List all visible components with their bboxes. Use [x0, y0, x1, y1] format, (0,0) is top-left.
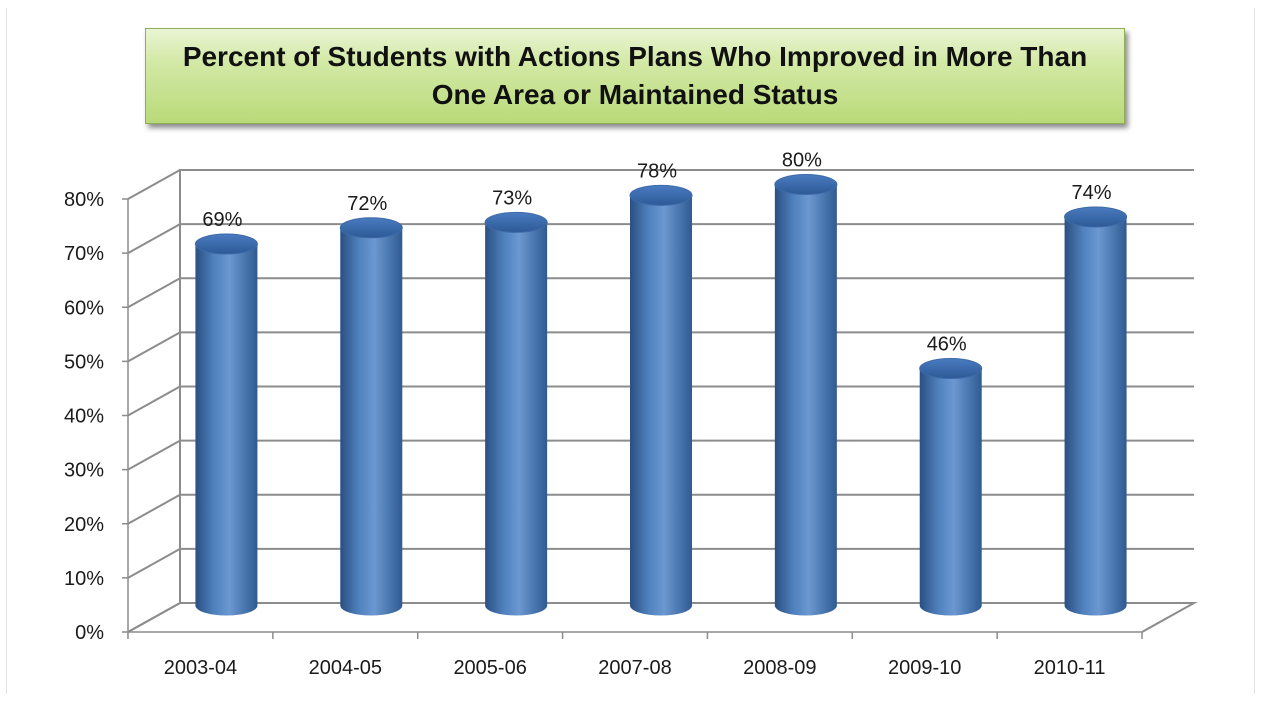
bar-body: [340, 227, 403, 616]
data-label: 73%: [492, 187, 532, 209]
y-tick-label: 70%: [64, 243, 104, 265]
bar-cap: [629, 184, 693, 206]
y-tick-label: 10%: [64, 568, 104, 590]
y-tick-label: 40%: [64, 406, 104, 428]
bar-cap: [919, 358, 983, 380]
data-label: 80%: [782, 150, 822, 172]
y-axis-ticks: 0% 10% 20% 30% 40% 50% 60% 70% 80%: [64, 189, 128, 644]
y-tick-label: 20%: [64, 514, 104, 536]
y-tick-label: 50%: [64, 351, 104, 373]
gridline: [127, 493, 1194, 525]
gridline: [127, 331, 1194, 363]
bar: [484, 211, 548, 616]
x-tick-label: 2008-09: [743, 657, 816, 679]
x-tick-label: 2009-10: [888, 657, 961, 679]
data-labels: 69% 72% 73% 78% 80% 46% 74%: [202, 150, 1111, 356]
gridline: [127, 602, 1194, 633]
bar-body: [1064, 216, 1127, 616]
gridline: [127, 223, 1194, 254]
y-tick-label: 30%: [64, 460, 104, 482]
bar-body: [630, 195, 692, 616]
x-tick-label: 2007-08: [598, 657, 671, 679]
gridline: [127, 439, 1194, 471]
bar-body: [774, 184, 837, 616]
bars: [194, 174, 1128, 616]
data-label: 72%: [347, 193, 387, 215]
bar: [1064, 206, 1128, 616]
gridline: [127, 169, 1194, 200]
gridline: [127, 277, 1194, 309]
bar: [194, 233, 258, 616]
bar: [774, 174, 838, 616]
chart-title: Percent of Students with Actions Plans W…: [182, 41, 1088, 110]
bar: [629, 184, 693, 616]
bar-cap: [1064, 206, 1128, 228]
bar-cap: [774, 174, 838, 195]
data-label: 74%: [1072, 182, 1112, 204]
bar-cap: [194, 233, 258, 255]
data-label: 69%: [202, 209, 242, 231]
bar-body: [485, 222, 548, 616]
bar-body: [919, 368, 982, 616]
y-tick-label: 80%: [64, 189, 104, 211]
x-tick-label: 2005-06: [453, 657, 526, 679]
chart-frame: [6, 8, 1255, 694]
bar: [339, 217, 403, 616]
bar-cap: [484, 211, 548, 233]
bar-cap: [339, 217, 403, 239]
bar: [919, 358, 983, 616]
x-tick-label: 2003-04: [164, 657, 237, 679]
data-label: 78%: [637, 160, 677, 182]
gridlines: [127, 169, 1194, 633]
bar-body: [195, 244, 258, 616]
x-tick-label: 2004-05: [309, 657, 382, 679]
y-tick-label: 0%: [75, 622, 104, 644]
x-axis-ticks: 2003-04 2004-05 2005-06 2007-08 2008-09 2009-…: [127, 632, 1143, 679]
y-tick-label: 60%: [64, 297, 104, 319]
x-tick-label: 2010-11: [1034, 657, 1106, 679]
data-label: 46%: [927, 334, 967, 356]
gridline: [127, 385, 1194, 417]
gridline: [127, 547, 1194, 579]
chart-title-box: Percent of Students with Actions Plans W…: [145, 28, 1125, 124]
